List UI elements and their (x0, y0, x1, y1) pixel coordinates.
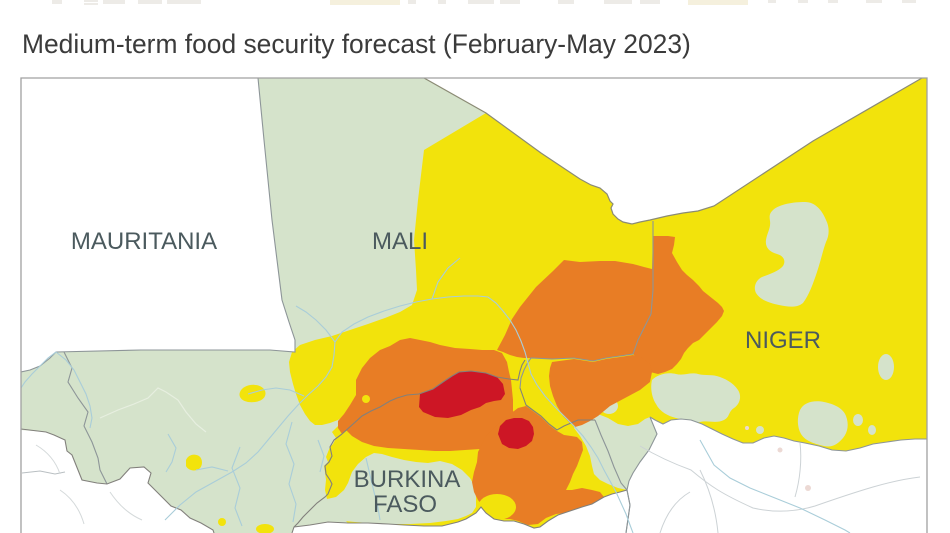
svg-text:MALI: MALI (372, 228, 428, 255)
svg-text:Medium-term food security fore: Medium-term food security forecast (Febr… (22, 29, 691, 59)
svg-text:FASO: FASO (373, 491, 437, 518)
svg-text:BURKINA: BURKINA (354, 466, 461, 493)
svg-text:MAURITANIA: MAURITANIA (71, 228, 217, 255)
svg-text:NIGER: NIGER (745, 327, 821, 354)
